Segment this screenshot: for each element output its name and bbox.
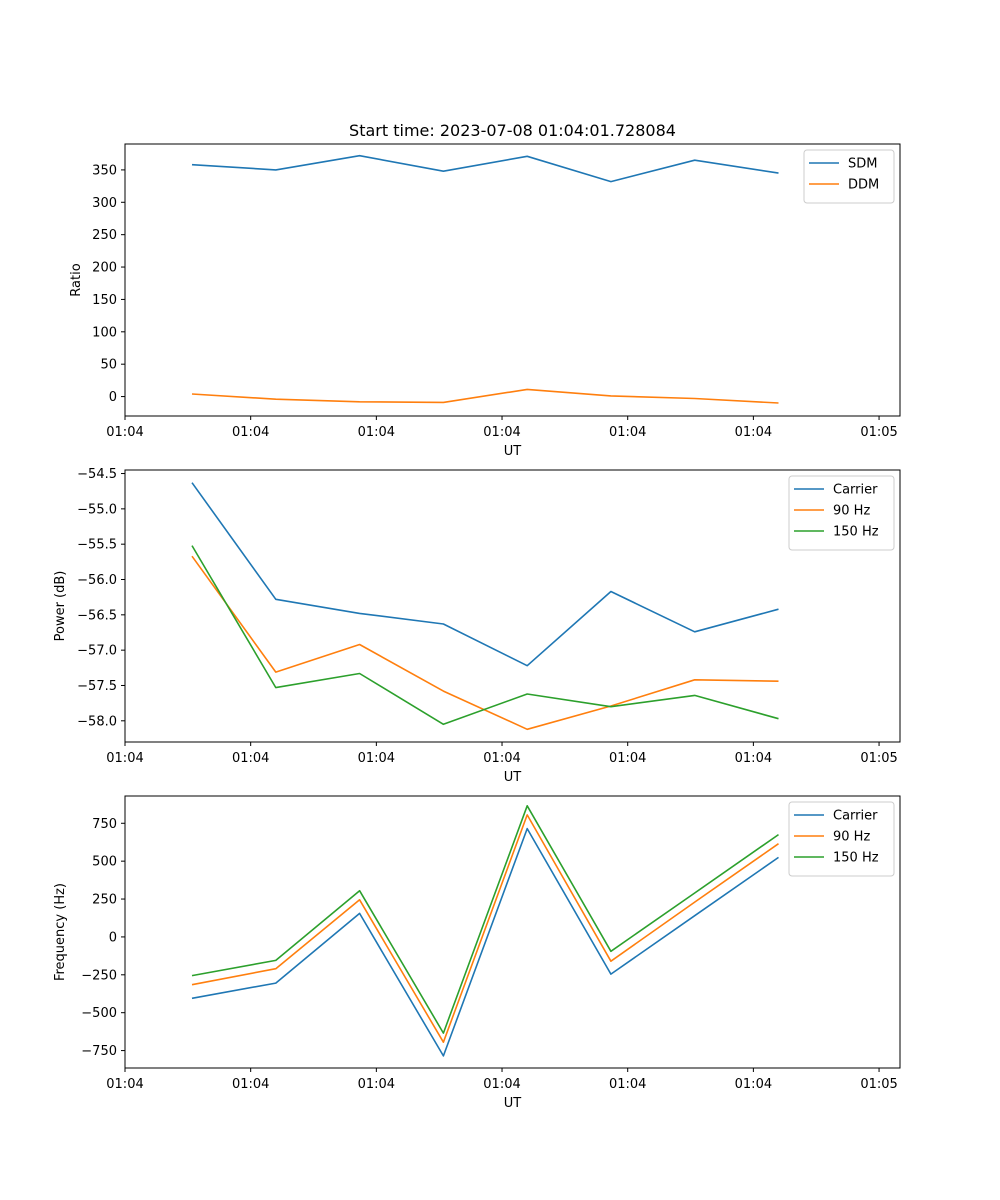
legend-label: 90 Hz xyxy=(833,830,870,845)
series-line-carrier xyxy=(191,482,779,667)
y-tick-label: −55.5 xyxy=(77,538,117,553)
x-tick-label: 01:04 xyxy=(358,1077,395,1092)
y-tick-label: 0 xyxy=(109,390,117,405)
y-tick-label: 150 xyxy=(92,293,117,308)
x-tick-label: 01:04 xyxy=(483,425,520,440)
y-tick-label: −54.5 xyxy=(77,467,117,482)
series-group xyxy=(191,804,779,1057)
x-tick-label: 01:04 xyxy=(358,751,395,766)
y-tick-label: −500 xyxy=(81,1006,117,1021)
y-tick-label: 250 xyxy=(92,228,117,243)
x-tick-label: 01:04 xyxy=(232,1077,269,1092)
chart-1: 01:04 01:04 01:04 01:04 01:04 01:04 01:05 0 50 10… xyxy=(69,143,901,459)
x-tick-label: 01:04 xyxy=(483,751,520,766)
y-tick-label: −750 xyxy=(81,1044,117,1059)
series-group xyxy=(191,482,779,731)
series-line-sdm xyxy=(191,154,779,183)
y-tick-label: 350 xyxy=(92,163,117,178)
chart-2: 01:04 01:04 01:04 01:04 01:04 01:04 01:05 −58.0… xyxy=(53,467,901,785)
y-tick-label: 500 xyxy=(92,855,117,870)
y-axis-label: Ratio xyxy=(69,263,84,296)
figure-title: Start time: 2023-07-08 01:04:01.728084 xyxy=(349,121,676,140)
series-line-ddm xyxy=(191,388,779,404)
x-tick-label: 01:04 xyxy=(483,1077,520,1092)
x-tick-label: 01:04 xyxy=(735,1077,772,1092)
y-tick-label: 50 xyxy=(100,358,117,373)
x-tick-label: 01:04 xyxy=(609,1077,646,1092)
series-line-carrier xyxy=(191,827,779,1057)
x-axis-label: UT xyxy=(504,444,522,459)
y-axis-label: Frequency (Hz) xyxy=(53,883,68,981)
x-tick-label: 01:05 xyxy=(860,1077,897,1092)
y-tick-label: −56.0 xyxy=(77,573,117,588)
x-tick-label: 01:04 xyxy=(609,751,646,766)
legend-label: 150 Hz xyxy=(833,525,879,540)
legend: SDM DDM xyxy=(803,149,895,204)
y-tick-label: 100 xyxy=(92,325,117,340)
y-tick-label: 250 xyxy=(92,893,117,908)
x-axis-label: UT xyxy=(504,770,522,785)
plot-frame xyxy=(124,143,901,417)
y-tick-label: 200 xyxy=(92,261,117,276)
series-line-150-hz xyxy=(191,804,779,1034)
plot-frame xyxy=(124,795,901,1069)
legend-label: SDM xyxy=(848,157,877,172)
y-tick-label: 0 xyxy=(109,930,117,945)
series-line-150-hz xyxy=(191,545,779,726)
y-tick-label: 300 xyxy=(92,196,117,211)
legend-label: 90 Hz xyxy=(833,504,870,519)
legend-label: DDM xyxy=(848,178,879,193)
legend: Carrier 90 Hz 150 Hz xyxy=(788,475,895,551)
x-tick-label: 01:04 xyxy=(735,425,772,440)
series-line-90-hz xyxy=(191,555,779,731)
legend-label: Carrier xyxy=(833,809,878,824)
series-group xyxy=(191,154,779,404)
legend-label: 150 Hz xyxy=(833,851,879,866)
chart-3: 01:04 01:04 01:04 01:04 01:04 01:04 01:05 −750 −… xyxy=(53,795,901,1111)
series-line-90-hz xyxy=(191,814,779,1043)
x-tick-label: 01:05 xyxy=(860,751,897,766)
y-tick-label: −57.0 xyxy=(77,644,117,659)
x-tick-label: 01:04 xyxy=(106,425,143,440)
x-tick-label: 01:04 xyxy=(232,751,269,766)
x-tick-label: 01:04 xyxy=(232,425,269,440)
x-tick-label: 01:04 xyxy=(106,751,143,766)
legend: Carrier 90 Hz 150 Hz xyxy=(788,801,895,877)
y-tick-label: −55.0 xyxy=(77,502,117,517)
y-tick-label: −58.0 xyxy=(77,714,117,729)
y-tick-label: −56.5 xyxy=(77,608,117,623)
y-tick-label: −57.5 xyxy=(77,679,117,694)
y-axis-label: Power (dB) xyxy=(53,571,68,642)
x-tick-label: 01:05 xyxy=(860,425,897,440)
legend-label: Carrier xyxy=(833,483,878,498)
x-tick-label: 01:04 xyxy=(735,751,772,766)
y-tick-label: −250 xyxy=(81,968,117,983)
x-tick-label: 01:04 xyxy=(358,425,395,440)
x-axis-label: UT xyxy=(504,1096,522,1111)
y-tick-label: 750 xyxy=(92,817,117,832)
plot-frame xyxy=(124,469,901,743)
x-tick-label: 01:04 xyxy=(106,1077,143,1092)
x-tick-label: 01:04 xyxy=(609,425,646,440)
